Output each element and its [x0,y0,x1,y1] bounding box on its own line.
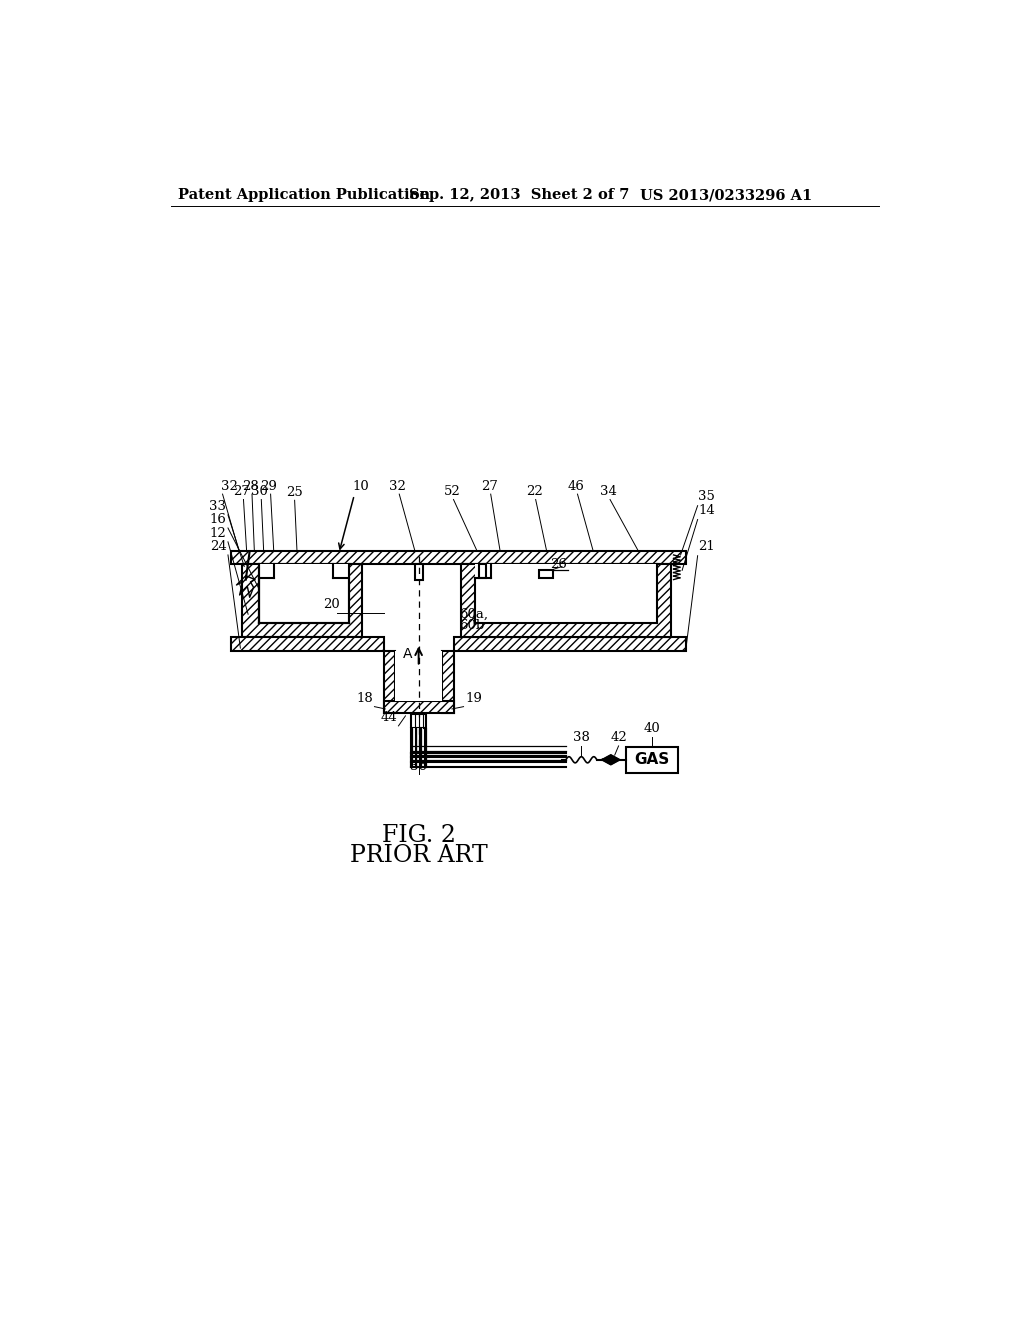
Text: 27: 27 [480,479,498,492]
Text: Patent Application Publication: Patent Application Publication [178,189,430,202]
Bar [442,651,454,713]
Text: 38: 38 [573,731,590,744]
Bar [442,651,454,713]
Bar [259,564,349,623]
Text: 40: 40 [643,722,660,735]
Text: US 2013/0233296 A1: US 2013/0233296 A1 [640,189,812,202]
Bar [454,638,686,651]
Bar [242,564,362,638]
Bar [475,564,656,623]
Bar [231,638,384,651]
Text: GAS: GAS [634,752,670,767]
Text: 26: 26 [551,558,567,572]
Text: Sep. 12, 2013  Sheet 2 of 7: Sep. 12, 2013 Sheet 2 of 7 [409,189,629,202]
Text: 32: 32 [221,479,238,492]
Bar [539,570,553,578]
Text: 27: 27 [233,484,250,498]
Bar [384,701,454,713]
Bar [454,638,686,651]
Text: 19: 19 [465,692,482,705]
Bar [626,747,678,774]
Text: 20: 20 [323,598,339,611]
Text: 21: 21 [698,540,715,553]
Bar [231,552,686,564]
Text: 32: 32 [389,479,407,492]
Bar [231,552,686,564]
Text: 46: 46 [567,479,585,492]
Bar [461,564,671,638]
Bar [384,651,395,713]
Polygon shape [602,755,620,764]
Bar [242,564,362,638]
Text: 35: 35 [698,490,716,503]
Text: PRIOR ART: PRIOR ART [350,843,487,867]
Bar [259,564,349,623]
Text: 24: 24 [210,540,226,553]
Text: 12: 12 [210,527,226,540]
Bar [410,742,566,768]
Text: 30: 30 [251,484,268,498]
Text: 36: 36 [411,760,427,774]
Text: FIG. 2: FIG. 2 [382,825,456,847]
Text: 10: 10 [352,479,370,492]
Text: 22: 22 [525,484,543,498]
Text: 34: 34 [600,484,616,498]
Bar [410,729,428,767]
Text: 18: 18 [356,692,373,705]
Text: 44: 44 [380,711,397,725]
Text: 14: 14 [698,504,715,517]
Bar [479,564,486,578]
Text: 42: 42 [610,731,627,744]
Text: 60a,: 60a, [459,607,487,620]
Text: 28: 28 [242,479,259,492]
Text: 33: 33 [210,499,226,512]
Bar [384,701,454,713]
Bar [384,651,395,713]
Bar [231,638,384,651]
Bar [461,564,671,638]
Text: A: A [403,647,413,660]
Text: 52: 52 [443,484,461,498]
Text: 16: 16 [210,512,226,525]
Bar [411,714,426,729]
Bar [415,564,423,579]
Bar [395,651,442,701]
Text: 60b: 60b [459,619,484,632]
Text: 29: 29 [261,479,278,492]
Text: 25: 25 [287,486,303,499]
